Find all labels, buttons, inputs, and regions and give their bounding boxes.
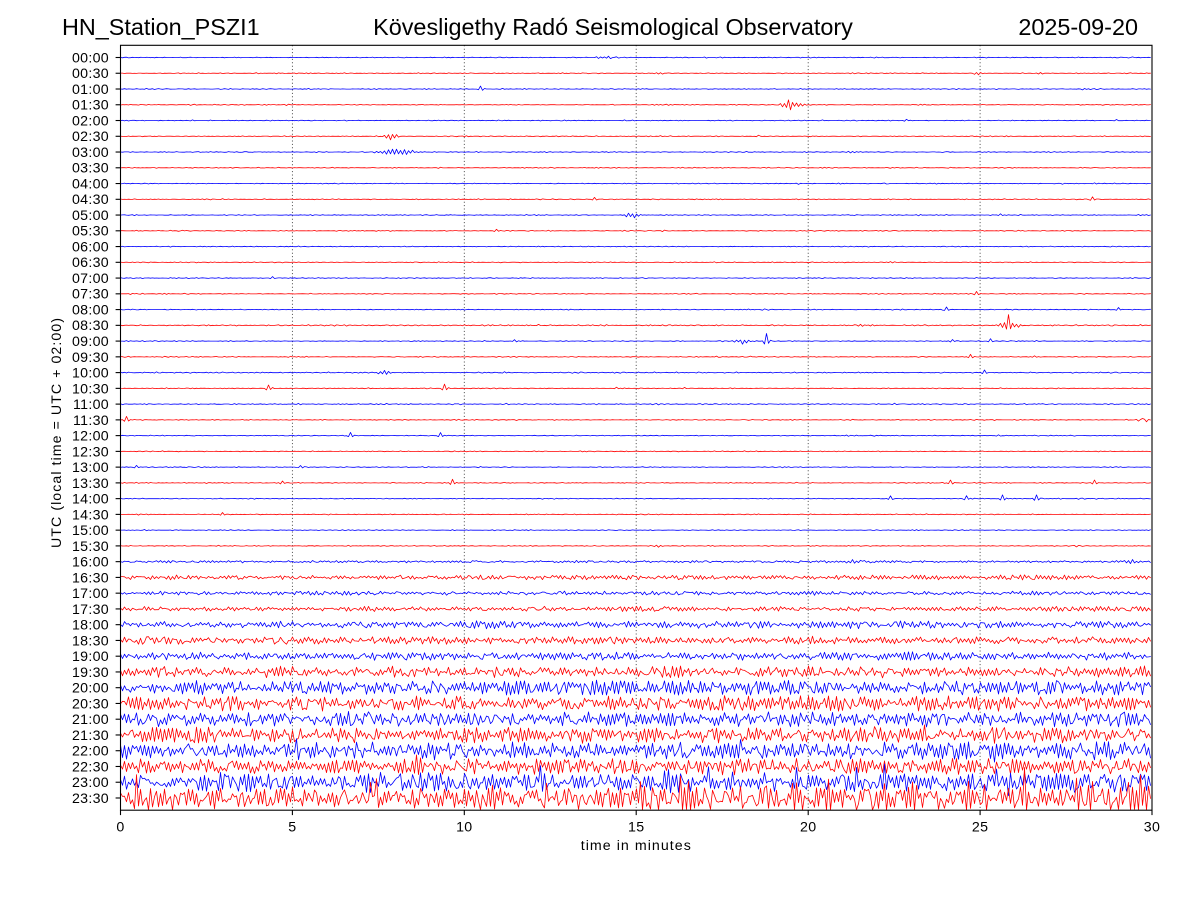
svg-text:Kövesligethy Radó Seismologica: Kövesligethy Radó Seismological Observat… <box>373 14 853 40</box>
svg-text:time in minutes: time in minutes <box>581 838 692 854</box>
svg-text:0: 0 <box>116 819 124 835</box>
svg-text:13:00: 13:00 <box>72 460 109 476</box>
svg-text:09:00: 09:00 <box>72 334 109 350</box>
svg-text:19:30: 19:30 <box>72 665 109 681</box>
svg-text:09:30: 09:30 <box>72 350 109 366</box>
svg-text:05:00: 05:00 <box>72 208 109 224</box>
svg-text:23:30: 23:30 <box>72 791 109 807</box>
svg-text:07:30: 07:30 <box>72 287 109 303</box>
svg-text:2025-09-20: 2025-09-20 <box>1018 14 1138 40</box>
svg-text:14:30: 14:30 <box>72 507 109 523</box>
svg-text:04:00: 04:00 <box>72 176 109 192</box>
svg-text:06:30: 06:30 <box>72 255 109 271</box>
svg-text:10:00: 10:00 <box>72 366 109 382</box>
svg-text:11:00: 11:00 <box>73 397 109 413</box>
svg-text:20:30: 20:30 <box>72 696 109 712</box>
svg-text:03:30: 03:30 <box>72 161 109 177</box>
svg-text:11:30: 11:30 <box>73 413 109 429</box>
svg-text:08:00: 08:00 <box>72 302 109 318</box>
svg-text:06:00: 06:00 <box>72 239 109 255</box>
svg-text:10:30: 10:30 <box>72 381 109 397</box>
svg-text:16:00: 16:00 <box>72 555 109 571</box>
svg-text:12:30: 12:30 <box>72 444 109 460</box>
svg-text:5: 5 <box>288 819 296 835</box>
svg-text:18:30: 18:30 <box>72 633 109 649</box>
svg-text:04:30: 04:30 <box>72 192 109 208</box>
svg-text:17:30: 17:30 <box>72 602 109 618</box>
svg-text:14:00: 14:00 <box>72 492 109 508</box>
svg-text:00:30: 00:30 <box>72 66 109 82</box>
svg-text:18:00: 18:00 <box>72 618 109 634</box>
svg-text:13:30: 13:30 <box>72 476 109 492</box>
svg-text:01:00: 01:00 <box>72 82 109 98</box>
svg-text:12:00: 12:00 <box>72 429 109 445</box>
svg-text:22:00: 22:00 <box>72 744 109 760</box>
svg-text:02:30: 02:30 <box>72 129 109 145</box>
svg-text:15: 15 <box>628 819 644 835</box>
svg-text:20:00: 20:00 <box>72 681 109 697</box>
svg-text:HN_Station_PSZI1: HN_Station_PSZI1 <box>62 14 260 40</box>
svg-text:00:00: 00:00 <box>72 50 109 66</box>
svg-text:20: 20 <box>800 819 816 835</box>
svg-text:17:00: 17:00 <box>72 586 109 602</box>
svg-text:23:00: 23:00 <box>72 775 109 791</box>
svg-text:15:30: 15:30 <box>72 539 109 555</box>
svg-text:15:00: 15:00 <box>72 523 109 539</box>
svg-text:21:00: 21:00 <box>72 712 109 728</box>
svg-text:10: 10 <box>456 819 472 835</box>
svg-text:02:00: 02:00 <box>72 113 109 129</box>
svg-text:25: 25 <box>972 819 988 835</box>
svg-text:UTC (local time = UTC + 02:00): UTC (local time = UTC + 02:00) <box>49 317 65 548</box>
svg-text:16:30: 16:30 <box>72 570 109 586</box>
svg-text:03:00: 03:00 <box>72 145 109 161</box>
svg-text:19:00: 19:00 <box>72 649 109 665</box>
svg-text:22:30: 22:30 <box>72 759 109 775</box>
svg-text:07:00: 07:00 <box>72 271 109 287</box>
svg-text:05:30: 05:30 <box>72 224 109 240</box>
svg-text:01:30: 01:30 <box>72 98 109 114</box>
svg-text:30: 30 <box>1144 819 1160 835</box>
svg-text:21:30: 21:30 <box>72 728 109 744</box>
svg-text:08:30: 08:30 <box>72 318 109 334</box>
